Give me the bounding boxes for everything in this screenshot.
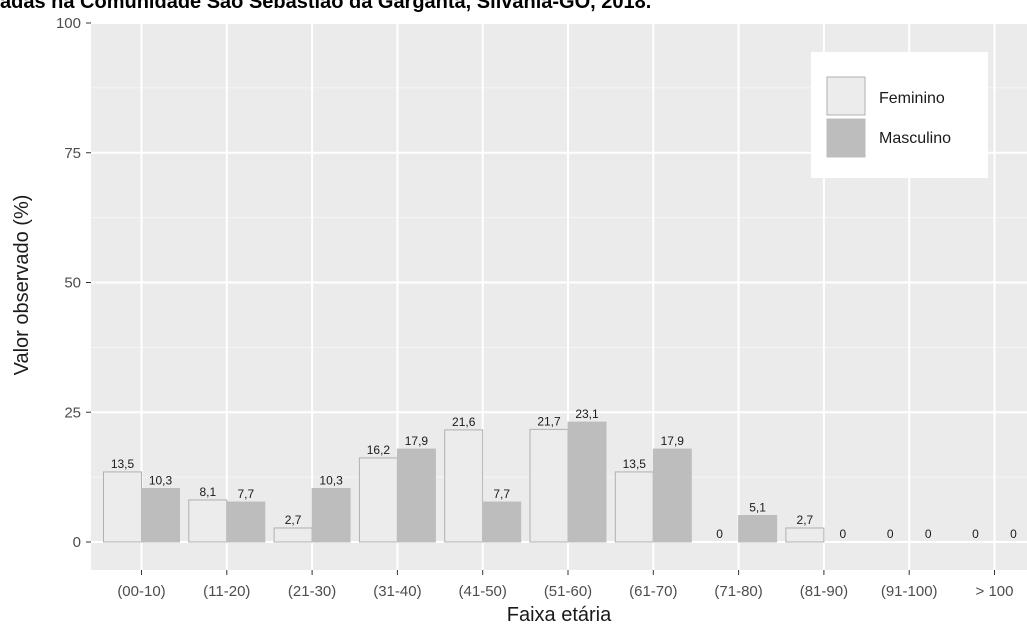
- x-tick-label: (91-100): [881, 583, 938, 600]
- bar-feminino: [103, 471, 142, 543]
- x-tick-label: (51-60): [544, 583, 592, 600]
- x-tick-label: (41-50): [459, 583, 507, 600]
- bar-feminino: [529, 428, 569, 543]
- bar-masculino: [567, 421, 607, 543]
- data-label-masculino: 7,7: [237, 487, 254, 501]
- data-label-masculino: 17,9: [405, 434, 429, 448]
- legend-key-feminino: [826, 76, 866, 116]
- y-axis: 0 25 50 75 100: [56, 15, 91, 551]
- data-label-feminino: 8,1: [199, 485, 216, 499]
- data-label-feminino: 21,7: [537, 414, 561, 428]
- bar-feminino: [273, 527, 313, 543]
- bar-masculino: [311, 488, 351, 543]
- data-label-feminino: 2,7: [797, 513, 814, 527]
- legend-key-masculino: [826, 118, 866, 158]
- data-label-feminino: 21,6: [452, 415, 476, 429]
- legend: Feminino Masculino: [811, 52, 988, 178]
- y-tick-label: 50: [64, 275, 81, 292]
- y-tick-label: 25: [64, 404, 81, 421]
- bar-masculino: [226, 501, 266, 543]
- bar-feminino: [444, 429, 484, 543]
- data-label-feminino: 2,7: [285, 513, 302, 527]
- data-label-feminino: 0: [972, 527, 979, 541]
- data-label-masculino: 10,3: [319, 474, 343, 488]
- data-label-feminino: 0: [716, 527, 723, 541]
- x-axis: (00-10) (11-20) (21-30) (31-40) (41-50) (51-6…: [117, 570, 1013, 600]
- bar-feminino: [785, 527, 825, 543]
- bar-feminino: [358, 457, 398, 543]
- data-label-masculino: 0: [1010, 527, 1017, 541]
- data-label-masculino: 7,7: [493, 487, 510, 501]
- figure-caption: adas na Comunidade São Sebastião da Garg…: [0, 0, 652, 13]
- data-label-masculino: 0: [925, 527, 932, 541]
- data-label-masculino: 5,1: [749, 501, 766, 515]
- bar-masculino: [738, 515, 778, 543]
- legend-label-masculino: Masculino: [879, 130, 951, 147]
- data-label-feminino: 13,5: [111, 457, 135, 471]
- data-label-feminino: 0: [887, 527, 894, 541]
- bar-feminino: [188, 499, 228, 543]
- bar-masculino: [141, 488, 180, 543]
- data-label-masculino: 0: [840, 527, 847, 541]
- x-tick-label: (00-10): [117, 583, 165, 600]
- data-label-masculino: 23,1: [575, 407, 599, 421]
- y-tick-label: 75: [64, 145, 81, 162]
- x-tick-label: (61-70): [629, 583, 677, 600]
- x-tick-label: > 100: [976, 583, 1014, 600]
- x-axis-title: Faixa etária: [507, 604, 612, 626]
- bar-masculino: [482, 501, 522, 543]
- x-tick-label: (31-40): [373, 583, 421, 600]
- x-tick-label: (81-90): [800, 583, 848, 600]
- data-label-feminino: 13,5: [623, 457, 647, 471]
- bar-masculino: [396, 448, 436, 543]
- y-tick-label: 0: [73, 534, 81, 551]
- x-tick-label: (11-20): [203, 583, 250, 600]
- bar-labels: 13,5 8,1 2,7 16,2 21,6 21,7 13,5 0 2,7 0 0 10,3 7,7 1…: [111, 407, 1017, 541]
- data-label-masculino: 10,3: [149, 474, 173, 488]
- data-label-feminino: 16,2: [367, 443, 391, 457]
- bar-masculino: [652, 448, 692, 543]
- x-tick-label: (21-30): [288, 583, 336, 600]
- y-axis-title: Valor observado (%): [11, 195, 33, 376]
- bars: [103, 421, 825, 543]
- data-label-masculino: 17,9: [661, 434, 685, 448]
- bar-feminino: [614, 471, 654, 543]
- x-tick-label: (71-80): [714, 583, 762, 600]
- y-tick-label: 100: [56, 15, 81, 32]
- legend-label-feminino: Feminino: [879, 90, 945, 107]
